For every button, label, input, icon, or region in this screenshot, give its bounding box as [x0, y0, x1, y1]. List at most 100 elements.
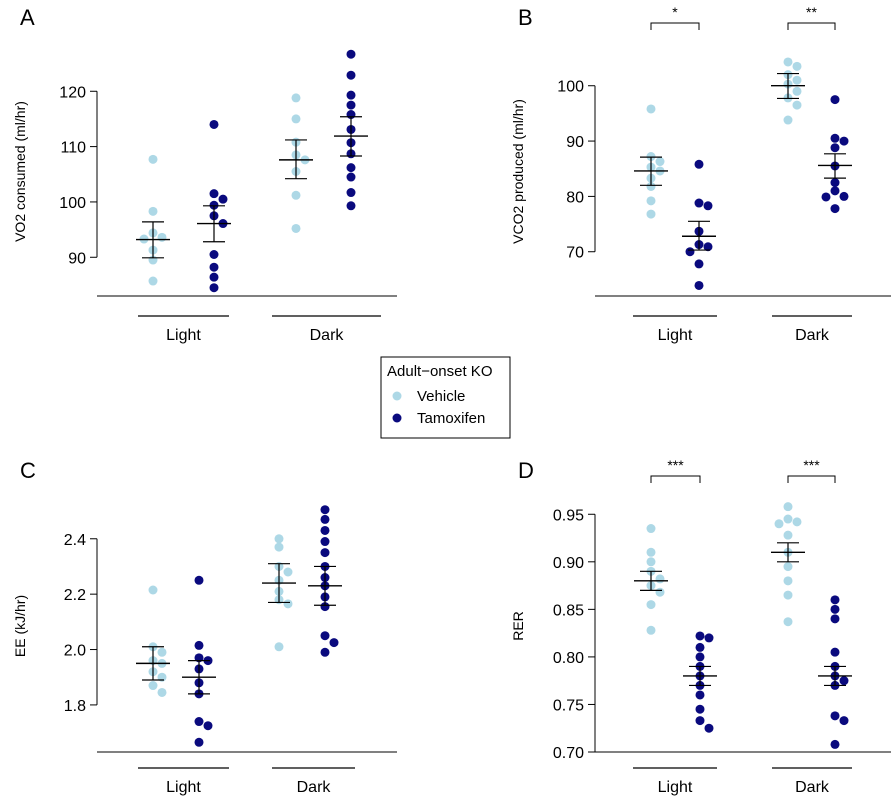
y-axis-title: RER — [510, 611, 526, 641]
data-point — [148, 206, 158, 216]
data-point — [830, 739, 840, 749]
data-point — [821, 192, 831, 202]
data-point — [783, 115, 793, 125]
data-point — [839, 676, 849, 686]
data-point — [839, 191, 849, 201]
data-point — [830, 186, 840, 196]
data-point — [274, 534, 284, 544]
data-point — [346, 163, 356, 173]
y-tick-label: 2.0 — [64, 643, 86, 660]
group-dark-tamoxifen — [818, 595, 852, 749]
group-label-light: Light — [658, 327, 693, 344]
group-light-tamoxifen — [683, 631, 717, 733]
y-tick-label: 0.95 — [553, 507, 584, 524]
data-point — [694, 159, 704, 169]
data-point — [685, 247, 695, 257]
data-point — [695, 704, 705, 714]
y-tick-label: 70 — [566, 245, 584, 262]
panel-letter: B — [518, 5, 533, 30]
data-point — [792, 75, 802, 85]
data-point — [274, 642, 284, 652]
data-point — [157, 687, 167, 697]
data-point — [646, 181, 656, 191]
data-point — [346, 49, 356, 59]
legend-label-tamoxifen: Tamoxifen — [417, 410, 485, 427]
data-point — [291, 93, 301, 103]
data-point — [830, 178, 840, 188]
data-point — [830, 95, 840, 105]
data-point — [774, 519, 784, 529]
significance-bracket-dark — [787, 475, 836, 483]
data-point — [695, 690, 705, 700]
data-point — [320, 548, 330, 558]
data-point — [830, 143, 840, 153]
y-tick-label: 0.75 — [553, 697, 584, 714]
group-dark-tamoxifen — [334, 49, 368, 211]
data-point — [655, 157, 665, 167]
y-axis-title: VCO2 produced (ml/hr) — [510, 99, 526, 244]
legend-box — [380, 356, 511, 439]
data-point — [830, 711, 840, 721]
panel-letter: A — [20, 5, 35, 30]
group-dark-vehicle — [279, 93, 313, 233]
data-point — [830, 133, 840, 143]
data-point — [291, 114, 301, 124]
panel-letter: D — [518, 458, 534, 483]
data-point — [148, 154, 158, 164]
data-point — [783, 617, 793, 627]
significance-label-light: * — [672, 4, 678, 20]
data-point — [695, 631, 705, 641]
y-tick-label: 110 — [60, 140, 86, 157]
data-point — [695, 652, 705, 662]
panels: A 90 100 110 120 VO2 consumed (ml/hr) Light Dar… — [12, 4, 891, 796]
data-point — [655, 574, 665, 584]
data-point — [646, 524, 656, 534]
data-point — [694, 198, 704, 208]
data-point — [792, 100, 802, 110]
group-light-tamoxifen — [682, 159, 716, 290]
significance-bracket-light — [650, 22, 700, 30]
group-dark-vehicle — [771, 502, 805, 627]
panel-a: A 90 100 110 120 VO2 consumed (ml/hr) Light Dar… — [12, 5, 397, 344]
y-tick-label: 90 — [566, 134, 584, 151]
data-point — [157, 647, 167, 657]
data-point — [839, 136, 849, 146]
data-point — [830, 595, 840, 605]
panel-b: B 70 80 90 100 VCO2 produced (ml/hr) Light Dark… — [510, 4, 891, 344]
data-point — [703, 201, 713, 211]
data-point — [346, 188, 356, 198]
group-light-tamoxifen — [182, 575, 216, 747]
group-dark-vehicle — [262, 534, 296, 652]
legend-title: Adult−onset KO — [387, 363, 492, 380]
data-point — [694, 280, 704, 290]
data-point — [194, 717, 204, 727]
data-point — [203, 721, 213, 731]
y-tick-label: 80 — [566, 189, 584, 206]
group-label-dark: Dark — [310, 327, 345, 344]
data-point — [783, 590, 793, 600]
y-tick-label: 100 — [59, 195, 86, 212]
y-tick-label: 120 — [59, 84, 86, 101]
data-point — [209, 250, 219, 259]
data-point — [783, 502, 793, 512]
data-point — [320, 602, 330, 612]
panel-d: D 0.70 0.75 0.80 0.85 0.90 0.95 RER Light Dark ***… — [510, 457, 891, 796]
group-dark-tamoxifen — [818, 95, 852, 214]
group-light-vehicle — [136, 585, 170, 697]
data-point — [646, 557, 656, 567]
data-point — [274, 542, 284, 552]
data-point — [218, 194, 228, 204]
data-point — [194, 737, 204, 747]
data-point — [283, 599, 293, 609]
y-tick-label: 2.2 — [64, 587, 86, 604]
data-point — [703, 242, 713, 252]
group-label-dark: Dark — [795, 327, 830, 344]
significance-label-dark: *** — [803, 457, 820, 473]
legend-marker-tamoxifen — [392, 413, 402, 423]
y-tick-label: 90 — [68, 250, 86, 267]
data-point — [783, 514, 793, 524]
data-point — [839, 716, 849, 726]
data-point — [283, 567, 293, 577]
y-tick-label: 0.80 — [553, 650, 584, 667]
data-point — [209, 262, 219, 272]
